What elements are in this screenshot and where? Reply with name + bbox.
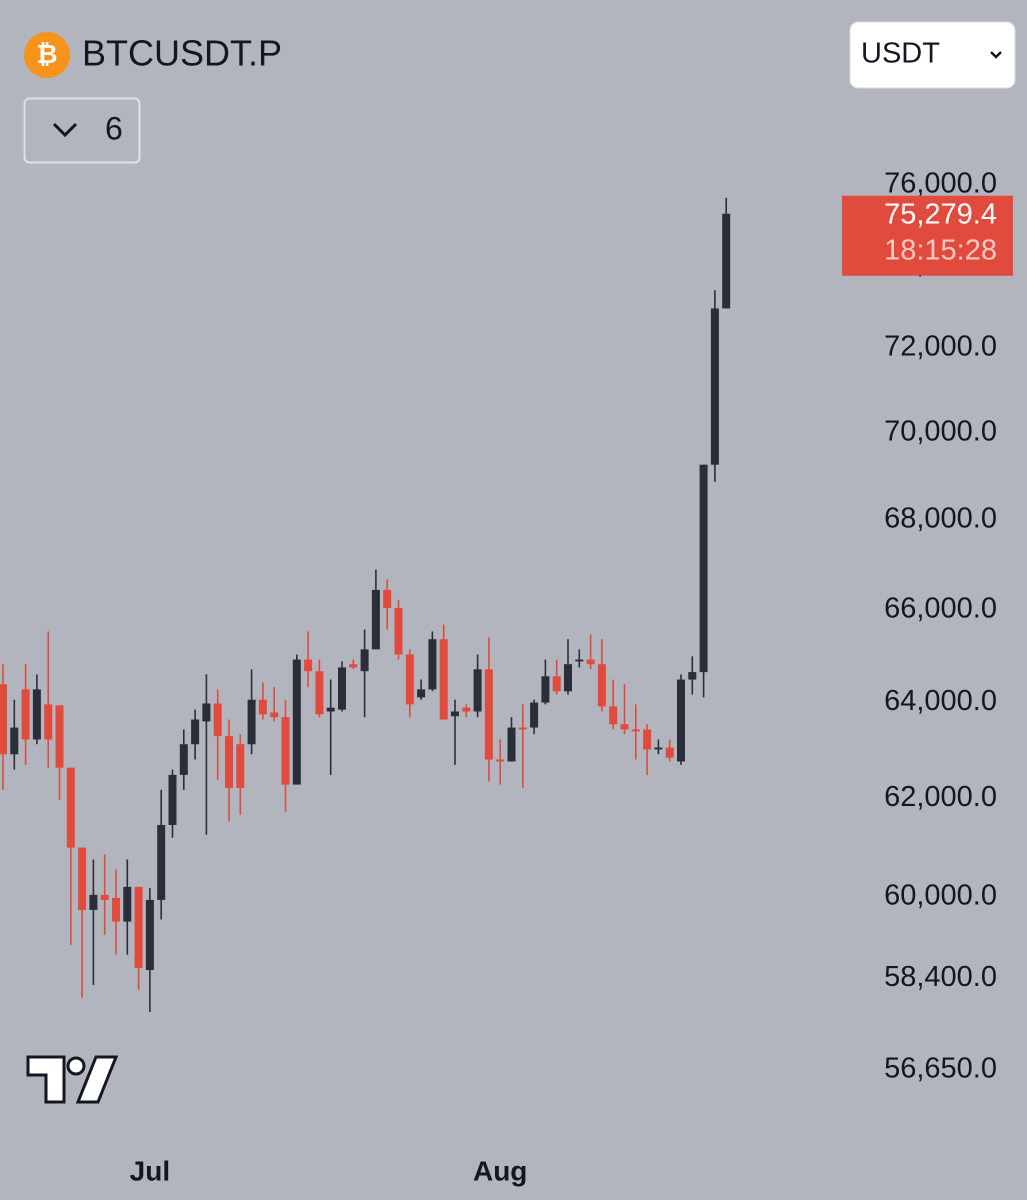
symbol-name: BTCUSDT.P xyxy=(82,33,282,74)
candle-body xyxy=(484,669,493,760)
candle-body xyxy=(462,707,471,712)
candle-body xyxy=(405,654,414,705)
currency-label: USDT xyxy=(861,38,940,70)
bitcoin-glyph: ₿ xyxy=(36,39,57,69)
candle-body xyxy=(428,639,437,690)
candle-body xyxy=(575,659,584,662)
candle-body xyxy=(722,213,731,309)
candle-body xyxy=(145,899,154,971)
candle-body xyxy=(530,702,539,728)
candle-body xyxy=(597,664,606,707)
candle-body xyxy=(609,706,618,725)
candle-body xyxy=(699,464,708,673)
last-price-box xyxy=(842,195,1013,276)
y-tick-label: 66,000.0 xyxy=(884,593,997,625)
candle-body xyxy=(473,669,482,712)
candle-body xyxy=(710,308,719,465)
candle-body xyxy=(55,705,64,768)
candle-body xyxy=(89,894,98,910)
candle-body xyxy=(349,664,358,668)
candle-body xyxy=(191,719,200,745)
candle-body xyxy=(10,727,19,755)
currency-box xyxy=(849,21,1016,89)
candle-body xyxy=(44,704,53,740)
candle-body xyxy=(383,589,392,609)
y-tick-label: 58,400.0 xyxy=(884,961,997,993)
candle-body xyxy=(338,667,346,710)
countdown: 18:15:28 xyxy=(884,234,997,266)
candle-body xyxy=(21,689,30,740)
candle-body xyxy=(360,649,369,672)
candle-body xyxy=(665,747,674,758)
candle-body xyxy=(270,712,279,718)
tradingview-logo xyxy=(26,1055,119,1104)
candle-body xyxy=(620,724,629,730)
candle-body xyxy=(586,659,595,665)
candle-body xyxy=(541,676,550,703)
candle-body xyxy=(236,744,245,788)
y-tick-label: 60,000.0 xyxy=(884,880,997,912)
candle-body xyxy=(507,727,516,762)
x-tick-label: Aug xyxy=(473,1155,527,1186)
candle-body xyxy=(688,672,697,680)
candle-body xyxy=(179,744,188,775)
indicators-count: 6 xyxy=(105,110,123,146)
candle-body xyxy=(631,729,640,732)
candle-body xyxy=(451,711,459,717)
candle-body xyxy=(225,736,233,788)
candle-body xyxy=(123,886,132,922)
candle-body xyxy=(564,664,572,692)
logo-part xyxy=(66,1056,86,1076)
chevron-icon xyxy=(52,122,78,138)
y-tick-label: 56,650.0 xyxy=(884,1053,997,1085)
candle-body xyxy=(0,684,7,755)
candle-body xyxy=(518,727,527,730)
candle-body xyxy=(157,824,166,900)
candle-body xyxy=(281,717,290,785)
y-tick-label: 72,000.0 xyxy=(884,331,997,363)
candle-body xyxy=(552,676,561,692)
candle-body xyxy=(78,847,87,910)
plot: 56,650.0 58,400.0 60,000.0 62,000.0 64,000.0… xyxy=(0,168,1013,1186)
y-tick-label: 62,000.0 xyxy=(884,781,997,813)
candle-body xyxy=(112,897,120,922)
indicators-toggle[interactable]: 6 xyxy=(23,97,141,164)
candle-body xyxy=(247,699,256,745)
x-tick-label: Jul xyxy=(130,1155,170,1186)
candle-body xyxy=(315,671,324,715)
y-tick-label: 76,000.0 xyxy=(884,168,997,200)
indicators-box xyxy=(23,97,141,164)
chevron-icon xyxy=(990,51,1002,59)
candle-body xyxy=(496,759,505,762)
y-tick-label: 68,000.0 xyxy=(884,503,997,535)
candle-body xyxy=(32,689,41,740)
candle-body xyxy=(213,703,222,737)
candle-body xyxy=(292,659,301,785)
candle-body xyxy=(371,589,380,650)
candle-body xyxy=(100,894,109,900)
bitcoin-icon xyxy=(24,32,70,78)
logo-part xyxy=(26,1055,66,1104)
y-tick-label: 64,000.0 xyxy=(884,685,997,717)
symbol-header[interactable]: ₿ BTCUSDT.P xyxy=(24,32,282,78)
candle-body xyxy=(168,774,177,825)
candle-body xyxy=(654,747,663,750)
candle-body xyxy=(258,699,267,715)
currency-select[interactable]: USDT xyxy=(849,21,1016,89)
y-tick-label: 70,000.0 xyxy=(884,415,997,447)
candle-body xyxy=(134,886,143,968)
last-price-label: 75,279.4 xyxy=(884,198,997,230)
candle-body xyxy=(66,767,75,848)
candle-body xyxy=(394,608,403,655)
candle-body xyxy=(326,707,335,712)
candle-body xyxy=(643,729,652,750)
candle-body xyxy=(304,659,313,672)
candle-body xyxy=(202,703,211,722)
candle-body xyxy=(417,689,426,698)
candle-body xyxy=(439,639,448,720)
candle-body xyxy=(677,679,685,762)
logo-part xyxy=(75,1055,119,1104)
